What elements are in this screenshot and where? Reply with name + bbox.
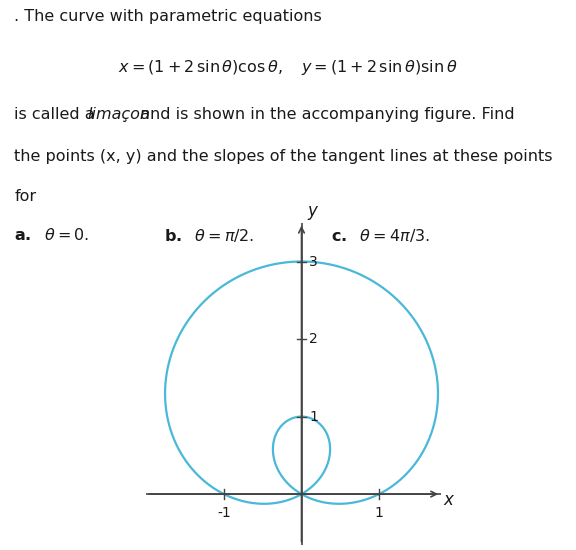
- Text: $\mathbf{a.}$  $\theta = 0.$: $\mathbf{a.}$ $\theta = 0.$: [14, 227, 89, 243]
- Text: for: for: [14, 189, 36, 205]
- Text: limaçon: limaçon: [88, 107, 150, 122]
- Text: . The curve with parametric equations: . The curve with parametric equations: [14, 9, 322, 24]
- Text: x: x: [444, 491, 453, 509]
- Text: $x = (1 + 2\,\sin\theta)\cos\theta,\quad y = (1 + 2\,\sin\theta)\sin\theta$: $x = (1 + 2\,\sin\theta)\cos\theta,\quad…: [118, 58, 458, 77]
- Text: -1: -1: [217, 506, 231, 520]
- Text: 3: 3: [309, 255, 318, 268]
- Text: 1: 1: [374, 506, 384, 520]
- Text: y: y: [308, 202, 317, 221]
- Text: 2: 2: [309, 332, 318, 346]
- Text: $\mathbf{c.}$  $\theta = 4\pi/3.$: $\mathbf{c.}$ $\theta = 4\pi/3.$: [331, 227, 430, 244]
- Text: the points (​x, y​) and the slopes of the tangent lines at these points: the points (​x, y​) and the slopes of th…: [14, 149, 553, 164]
- Text: and is shown in the accompanying figure. Find: and is shown in the accompanying figure.…: [135, 107, 514, 122]
- Text: $\mathbf{b.}$  $\theta = \pi/2.$: $\mathbf{b.}$ $\theta = \pi/2.$: [164, 227, 255, 244]
- Text: is called a: is called a: [14, 107, 100, 122]
- Text: 1: 1: [309, 410, 318, 424]
